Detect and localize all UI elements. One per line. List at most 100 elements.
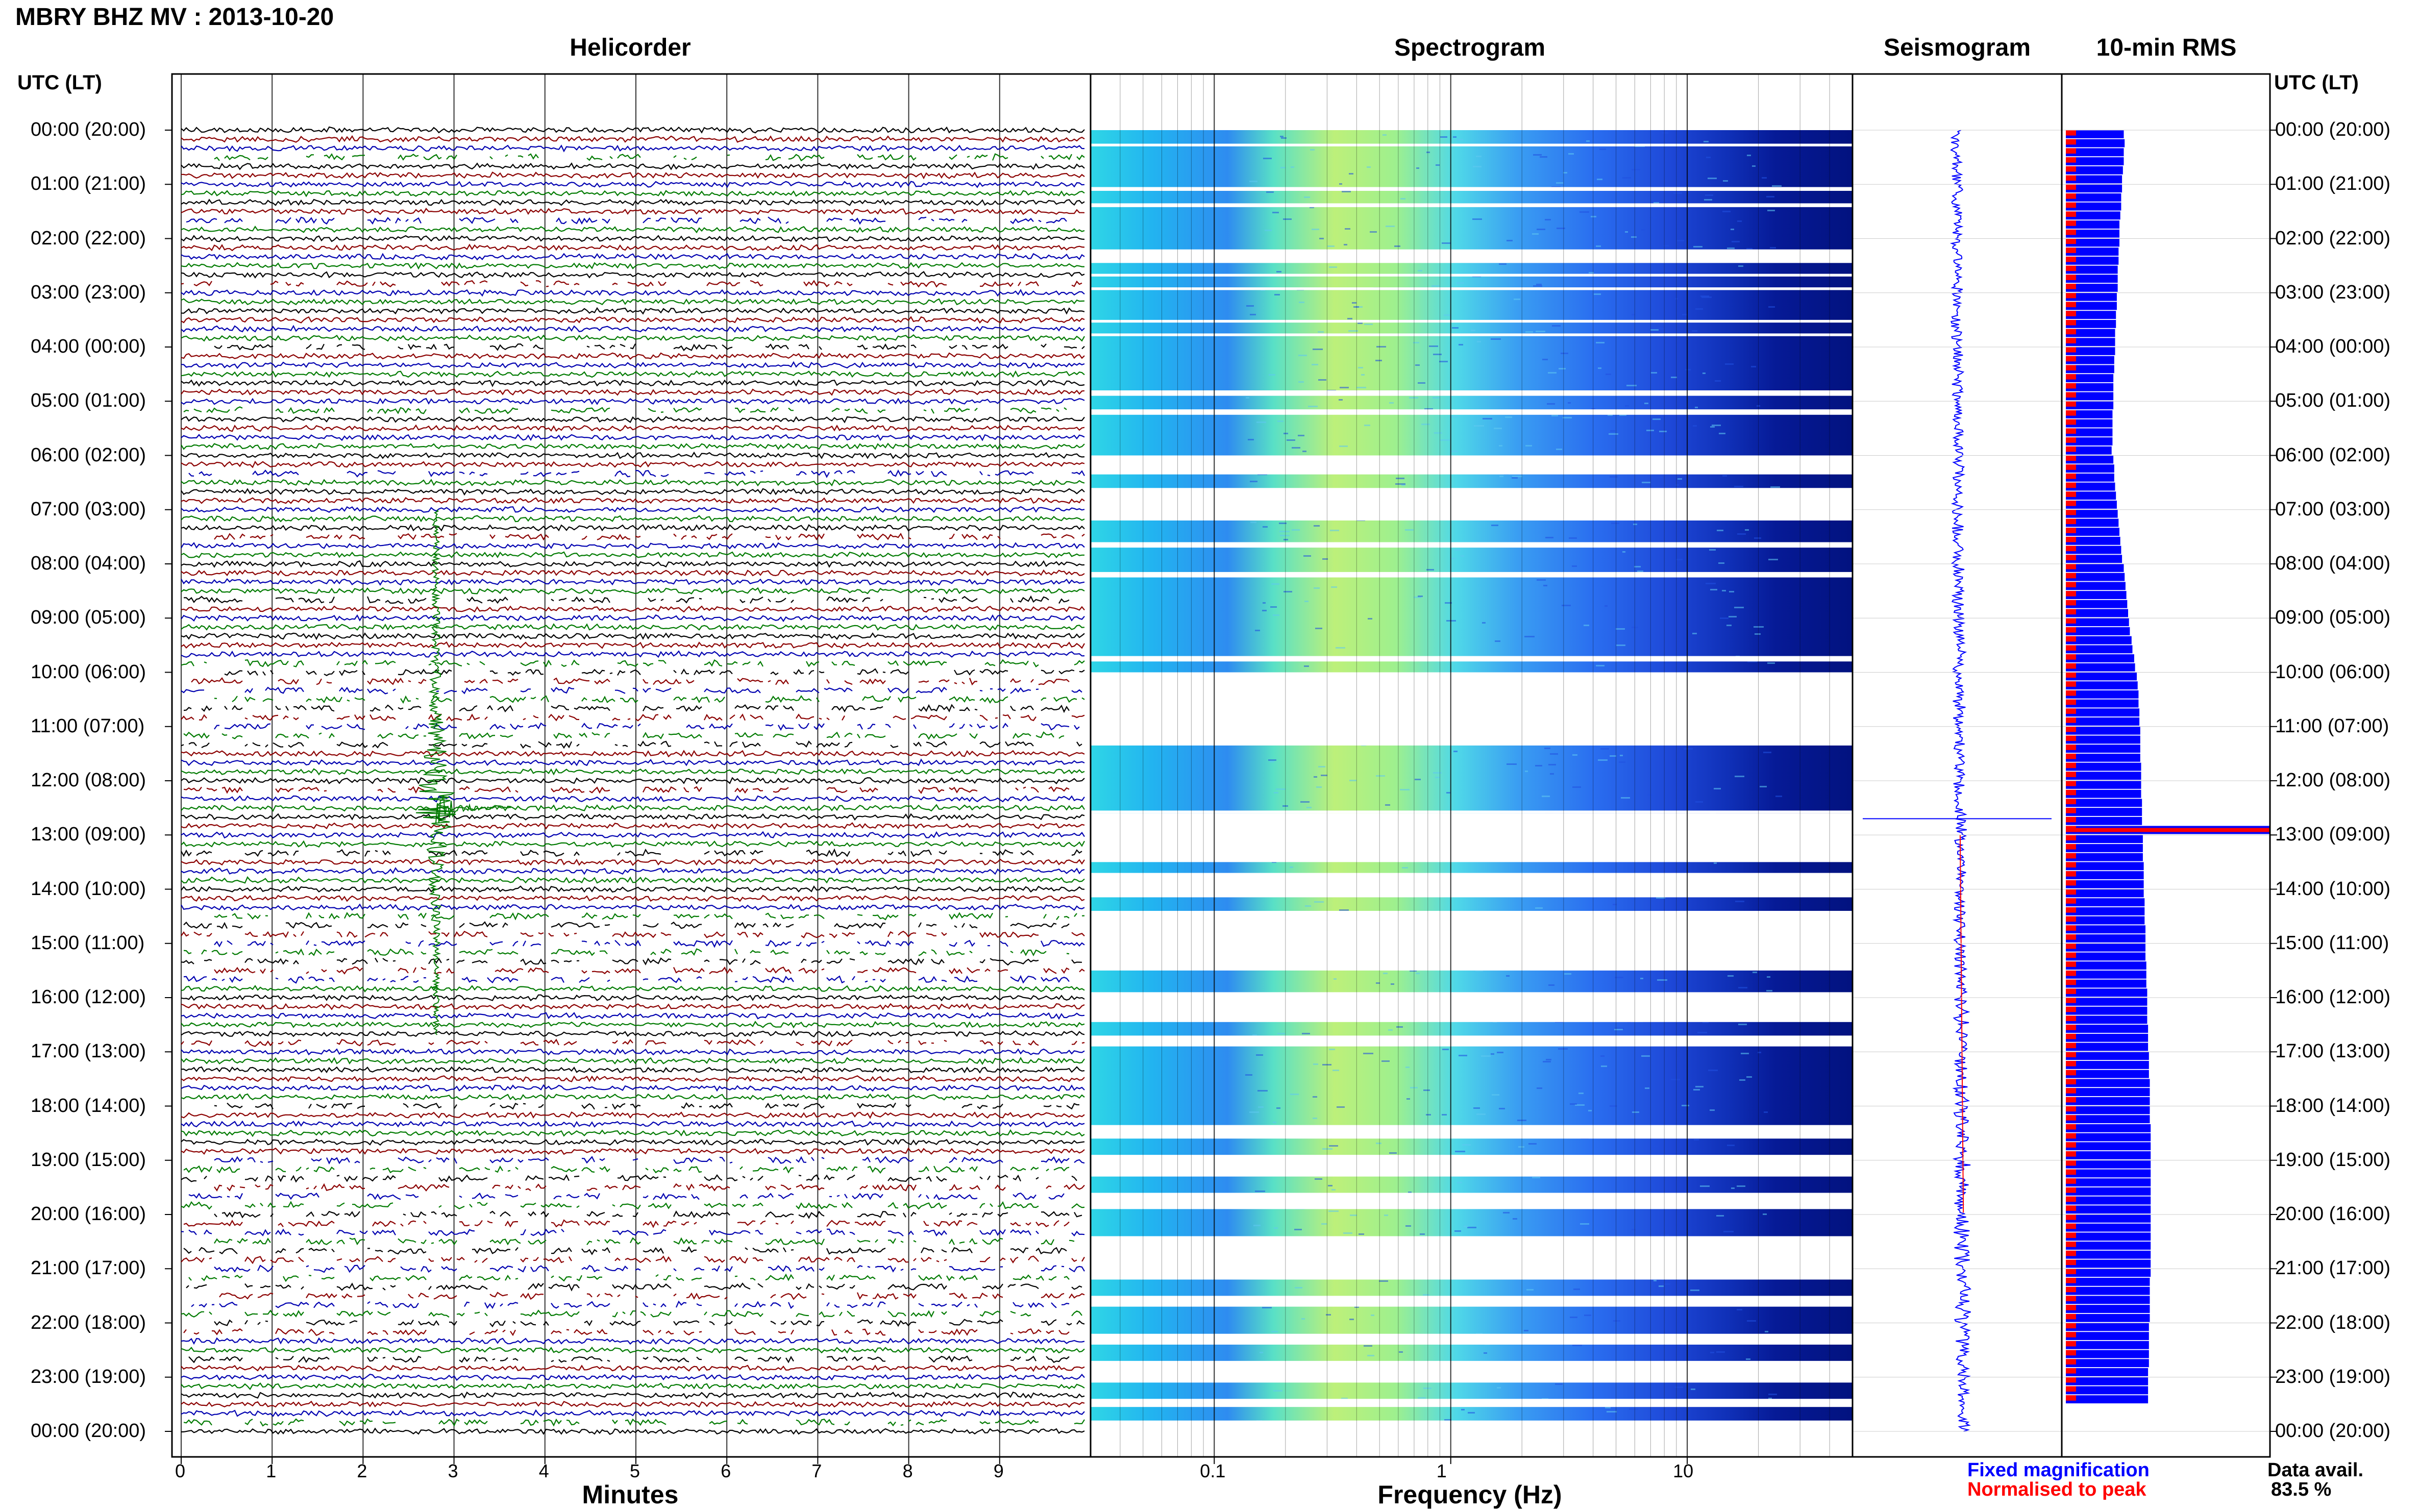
helicorder-trace: [181, 1066, 1085, 1074]
spectrogram-speckle: [1385, 804, 1390, 806]
spectrogram-speckle: [1290, 1094, 1299, 1095]
spectrogram-speckle: [1752, 165, 1756, 167]
spectrogram-speckle: [1533, 154, 1542, 156]
helicorder-trace: [183, 1219, 1070, 1228]
rms-bar-normalised: [2066, 1142, 2076, 1148]
left-time-label: 11:00 (07:00): [31, 715, 145, 737]
spectrogram-speckle: [1263, 602, 1266, 604]
rms-bar-normalised: [2066, 1377, 2076, 1383]
helicorder-trace: [181, 1012, 1085, 1020]
left-axis-header: UTC (LT): [17, 71, 102, 94]
spectrogram-speckle: [1451, 558, 1456, 559]
spectrogram-speckle: [1738, 1024, 1747, 1025]
spectrogram-speckle: [1330, 530, 1339, 531]
helicorder-trace: [181, 1129, 1085, 1137]
spectrogram-speckle: [1747, 661, 1757, 662]
rms-bar: [2066, 979, 2146, 988]
helicorder-trace: [189, 1193, 1069, 1200]
rms-bar: [2066, 473, 2114, 482]
spectrogram-speckle: [1572, 565, 1577, 567]
spectrogram-speckle: [1722, 475, 1727, 477]
spectrogram-speckle: [1276, 788, 1286, 790]
helicorder-trace: [181, 569, 1085, 577]
spectrogram-speckle: [1339, 183, 1342, 185]
right-time-label: 13:00 (09:00): [2275, 824, 2391, 846]
right-time-label: 03:00 (23:00): [2275, 281, 2391, 303]
rms-bar: [2066, 175, 2122, 184]
rms-bar: [2066, 1386, 2149, 1395]
rms-bar: [2066, 1341, 2149, 1349]
rms-bar-normalised: [2066, 862, 2076, 867]
spectrogram-speckle: [1468, 1412, 1475, 1414]
spectrogram-speckle: [1381, 1060, 1390, 1062]
helicorder-trace: [181, 813, 1085, 821]
spectrogram-speckle: [1314, 525, 1320, 527]
helicorder-trace: [181, 1337, 1085, 1345]
spectrogram-field: [1091, 130, 1853, 1431]
helicorder-trace: [181, 1409, 1085, 1418]
page-title: MBRY BHZ MV : 2013-10-20: [15, 4, 334, 31]
rms-bar-normalised: [2066, 292, 2076, 299]
helicorder-trace: [181, 994, 1085, 1002]
rms-bar-normalised: [2066, 988, 2076, 994]
spectrogram-speckle: [1685, 369, 1691, 370]
helicorder-x-tick-label: 2: [357, 1460, 367, 1481]
helicorder-trace: [214, 939, 1085, 948]
spectrogram-speckle: [1272, 212, 1279, 213]
helicorder-x-tick-label: 8: [902, 1460, 913, 1481]
spectrogram-speckle: [1353, 306, 1359, 308]
helicorder-trace: [181, 867, 1085, 875]
helicorder-trace: [181, 605, 1085, 613]
legend-normalised-to-peak: Normalised to peak: [1967, 1479, 2146, 1500]
spectrogram-speckle: [1321, 775, 1327, 776]
spectrogram-speckle: [1701, 296, 1712, 298]
spectrogram-speckle: [1619, 761, 1625, 763]
spectrogram-speckle: [1283, 539, 1288, 540]
helicorder-trace: [181, 1057, 1085, 1065]
rms-bar-normalised: [2066, 464, 2076, 470]
rms-bar-normalised: [2066, 383, 2076, 389]
spectrogram-speckle: [1641, 1055, 1650, 1057]
helicorder-trace: [183, 786, 1070, 794]
spectrogram-speckle: [1695, 1086, 1704, 1087]
rms-bar: [2066, 284, 2118, 292]
spectrogram-speckle: [1738, 265, 1743, 267]
left-time-label: 09:00 (05:00): [31, 607, 146, 629]
spectrogram-speckle: [1364, 1345, 1372, 1347]
spectrogram-speckle: [1620, 755, 1623, 756]
spectrogram-speckle: [1763, 1213, 1767, 1215]
rms-bar-normalised: [2066, 772, 2076, 777]
rms-bar-normalised: [2066, 699, 2076, 705]
spectrogram-speckle: [1253, 1225, 1261, 1226]
spectrogram-speckle: [1457, 1182, 1462, 1183]
rms-bar: [2066, 202, 2121, 211]
spectrogram-speckle: [1767, 976, 1770, 978]
spectrogram-speckle: [1629, 1408, 1638, 1410]
helicorder-trace: [214, 153, 1085, 162]
spectrogram-speckle: [1329, 1145, 1338, 1147]
helicorder-trace: [181, 659, 1085, 667]
spectrogram-speckle: [1775, 796, 1782, 797]
spectrogram-speckle: [1431, 285, 1440, 287]
spectrogram-speckle: [1418, 270, 1422, 271]
helicorder-trace: [183, 975, 1070, 984]
spectrogram-speckle: [1476, 1113, 1486, 1115]
spectrogram-speckle: [1484, 1352, 1487, 1354]
rms-bar: [2066, 1196, 2151, 1205]
rms-bar: [2066, 1395, 2149, 1404]
rms-bar-normalised: [2066, 1115, 2076, 1121]
helicorder-trace: [181, 848, 1082, 857]
rms-bar-normalised: [2066, 555, 2076, 560]
spectrogram-speckle: [1273, 1122, 1276, 1123]
spectrogram-speckle: [1415, 364, 1420, 366]
right-time-label: 06:00 (02:00): [2275, 444, 2391, 466]
rms-bar: [2066, 419, 2113, 428]
rms-bar: [2066, 988, 2148, 997]
spectrogram-speckle: [1766, 196, 1774, 197]
rms-bar-normalised: [2066, 808, 2076, 813]
rms-bar-normalised: [2066, 1079, 2076, 1084]
spectrogram-speckle: [1263, 158, 1272, 159]
spectrogram-speckle: [1616, 628, 1625, 630]
spectrogram-speckle: [1401, 484, 1405, 486]
rms-bar-normalised: [2066, 916, 2076, 922]
